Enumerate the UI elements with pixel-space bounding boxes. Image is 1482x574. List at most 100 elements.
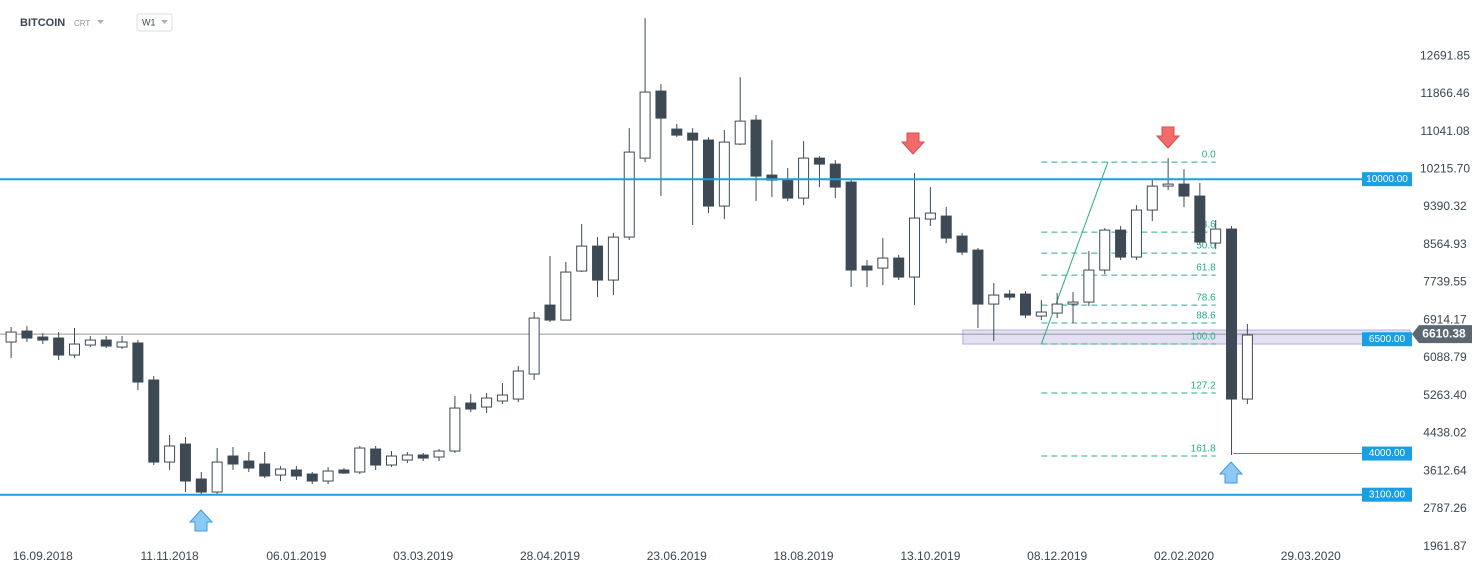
up-arrow (1218, 461, 1244, 484)
candle-body (607, 236, 619, 281)
candle-body (1083, 269, 1095, 303)
candle-body (100, 339, 112, 347)
level-label: 3100.00 (1369, 489, 1406, 500)
candle-body (227, 455, 239, 465)
candle-body (179, 443, 191, 482)
candle-body (164, 445, 176, 463)
candle-body (528, 317, 540, 375)
candle-body (433, 450, 445, 458)
candle-body (829, 163, 841, 188)
down-arrow (900, 132, 926, 155)
candle-body (354, 447, 366, 473)
candle-body (21, 330, 33, 339)
x-tick-label: 03.03.2019 (393, 549, 453, 563)
candle-body (385, 455, 397, 466)
last-price-tag (1412, 325, 1472, 344)
candle-body (592, 245, 604, 281)
candle-body (782, 179, 794, 199)
candle-body (5, 331, 17, 343)
candle-body (401, 454, 413, 461)
y-tick-label: 4438.02 (1423, 426, 1467, 440)
candle-body (132, 342, 144, 383)
y-tick-label: 8564.93 (1423, 237, 1467, 251)
timeframe-select[interactable] (136, 13, 173, 32)
candle-body (195, 478, 207, 493)
candle-body (576, 245, 588, 272)
candle-body (496, 394, 508, 402)
y-tick-label: 6914.17 (1423, 312, 1467, 326)
candle-body (1099, 229, 1111, 271)
candle-body (909, 217, 921, 278)
candle-body (370, 448, 382, 466)
candle-body (972, 249, 984, 305)
candle-body (306, 473, 318, 482)
candle-body (750, 119, 762, 177)
candle-body (1067, 301, 1079, 305)
candle-body (1115, 229, 1127, 258)
y-tick-label: 10215.70 (1420, 161, 1470, 175)
x-tick-label: 28.04.2019 (520, 549, 580, 563)
x-tick-label: 18.08.2019 (774, 549, 834, 563)
candle-body (893, 257, 905, 278)
fib-label: 88.6 (1196, 311, 1216, 322)
x-tick-label: 11.11.2018 (140, 549, 199, 563)
candle-body (988, 294, 1000, 305)
candle-body (655, 90, 667, 119)
chart-title: BITCOIN (20, 17, 65, 29)
x-tick-label: 29.03.2020 (1281, 549, 1341, 563)
candle-body (687, 132, 699, 141)
candle-body (148, 379, 160, 463)
support-zone (962, 329, 1411, 345)
fib-label: 0.0 (1202, 150, 1216, 161)
y-tick-label: 11041.08 (1420, 124, 1469, 138)
candle-body (1210, 228, 1222, 244)
y-tick-label: 12691.85 (1420, 48, 1470, 62)
instrument-type: CRT (74, 19, 90, 28)
candle-body (68, 343, 80, 356)
x-tick-label: 06.01.2019 (266, 549, 326, 563)
candle-body (322, 470, 334, 482)
candle-body (877, 257, 889, 269)
candle-body (37, 336, 49, 341)
candle-body (465, 402, 477, 410)
candle-body (798, 157, 810, 199)
candle-body (734, 120, 746, 145)
fib-label: 78.6 (1196, 293, 1216, 304)
x-tick-label: 02.02.2020 (1154, 549, 1214, 563)
x-tick-label: 13.10.2019 (900, 549, 960, 563)
candle-body (718, 141, 730, 207)
candle-body (53, 337, 65, 356)
candle-body (211, 461, 223, 493)
y-tick-label: 2787.26 (1423, 501, 1467, 515)
candle-body (259, 463, 271, 477)
y-tick-label: 5263.40 (1423, 388, 1467, 402)
dropdown-caret (97, 20, 104, 24)
candle-body (290, 469, 302, 477)
candle-body (1019, 293, 1031, 316)
candle-body (671, 128, 683, 136)
fib-label: 50.0 (1196, 241, 1216, 252)
timeframe: W1 (142, 17, 156, 27)
y-tick-label: 1961.87 (1423, 539, 1467, 553)
candle-body (544, 304, 556, 321)
fib-label: 61.8 (1196, 263, 1216, 274)
plot: 12691.85 11866.46 11041.08 10215.70 9390.32 8… (0, 18, 1472, 563)
candle-body (1162, 183, 1174, 187)
level-label: 10000.00 (1366, 174, 1408, 185)
candle-body (956, 235, 968, 253)
candle-body (845, 181, 857, 271)
candle-body (861, 265, 873, 271)
candle-body (1146, 185, 1158, 211)
y-tick-label: 7739.55 (1423, 275, 1467, 289)
candle-body (702, 139, 714, 207)
candle-body (481, 397, 493, 408)
candle-body (275, 468, 287, 476)
candle-body (84, 339, 96, 346)
fib-label: 161.8 (1191, 444, 1216, 455)
candle-body (813, 157, 825, 165)
y-tick-label: 3612.64 (1423, 463, 1467, 477)
level-tag (1362, 332, 1412, 347)
level-label: 4000.00 (1369, 448, 1406, 459)
level-tag (1362, 446, 1412, 461)
